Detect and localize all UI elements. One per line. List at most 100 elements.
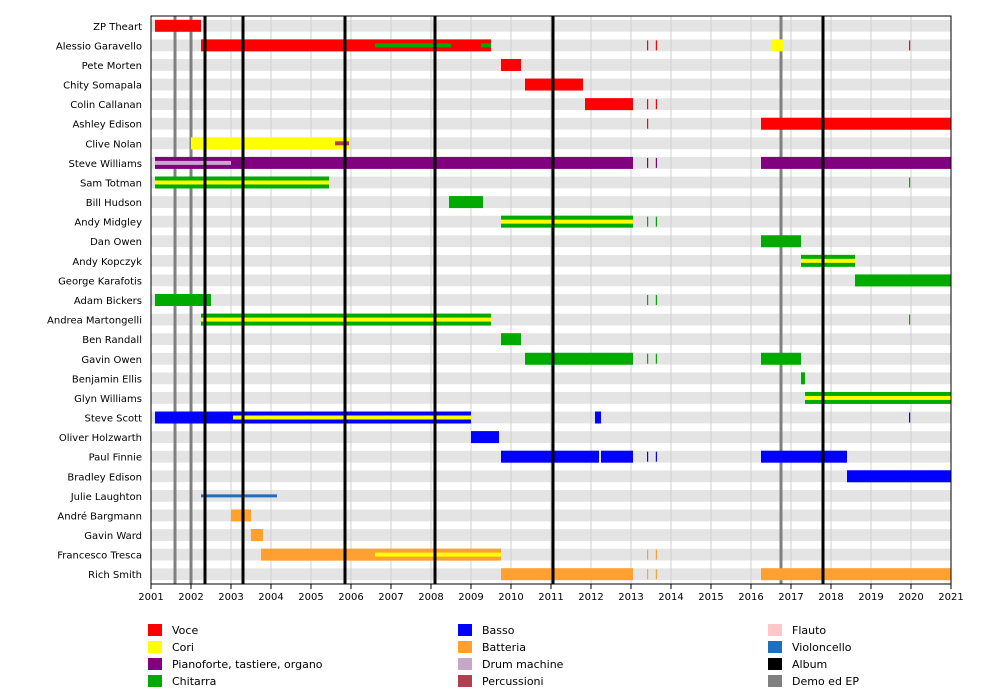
bar-chitarra (761, 235, 801, 248)
legend-swatch (148, 624, 162, 636)
legend-label: Album (792, 657, 828, 671)
bar-basso (847, 470, 951, 483)
member-label: Ben Randall (82, 335, 142, 346)
legend-swatch (768, 624, 782, 636)
member-label: Bradley Edison (67, 472, 142, 483)
bar-tick-batteria (655, 549, 657, 560)
legend-label: Pianoforte, tastiere, organo (172, 657, 323, 671)
legend-label: Voce (172, 623, 199, 637)
legend-label: Cori (172, 640, 194, 654)
legend-item: Pianoforte, tastiere, organo (148, 656, 323, 672)
bar-cori (771, 39, 783, 52)
bar-violoncello (201, 494, 277, 498)
member-label: Alessio Garavello (56, 41, 142, 52)
legend-label: Basso (482, 623, 515, 637)
bar-batteria (501, 568, 633, 581)
bar-tick-basso (647, 451, 649, 462)
bar-stripe-perc (335, 141, 349, 146)
bar-piano (155, 156, 633, 169)
bar-basso (501, 450, 599, 463)
member-label: Sam Totman (80, 178, 142, 189)
legend-swatch (768, 641, 782, 653)
bar-chitarra (761, 352, 801, 365)
legend-label: Demo ed EP (792, 674, 860, 688)
member-label: Gavin Ward (84, 531, 142, 542)
x-tick-label: 2015 (698, 592, 723, 603)
bar-stripe-drum (155, 160, 231, 165)
x-tick-label: 2019 (858, 592, 883, 603)
legend-swatch (148, 641, 162, 653)
legend: Voce Cori Pianoforte, tastiere, organo Chit… (0, 620, 1000, 700)
member-label: Colin Callanan (70, 100, 142, 111)
bar-tick-basso (909, 412, 911, 423)
bar-tick-chitarra (655, 216, 657, 227)
legend-label: Flauto (792, 623, 827, 637)
x-tick-label: 2011 (538, 592, 563, 603)
member-label: Gavin Owen (81, 355, 142, 366)
bar-tick-batteria (647, 549, 649, 560)
bar-stripe-chitarra (375, 43, 451, 48)
bar-tick-chitarra (647, 216, 649, 227)
band-timeline-chart: ZP Theart Alessio Garavello Pete Morten Chi… (47, 15, 964, 603)
bar-tick-chitarra (655, 353, 657, 364)
legend-item: Demo ed EP (768, 673, 859, 689)
x-tick-label: 2001 (138, 592, 163, 603)
x-tick-label: 2003 (218, 592, 243, 603)
bar-tick-voce (647, 99, 649, 110)
bar-tick-piano (655, 157, 657, 168)
legend-item: Album (768, 656, 827, 672)
member-label: George Karafotis (58, 276, 142, 287)
bar-tick-basso (655, 451, 657, 462)
bar-chitarra (525, 352, 633, 365)
bar-batteria (761, 568, 951, 581)
bar-voce (761, 117, 951, 130)
legend-item: Voce (148, 622, 198, 638)
bar-chitarra (801, 372, 805, 385)
bar-stripe-cori (233, 415, 471, 420)
member-label: Adam Bickers (74, 296, 142, 307)
member-label: Steve Scott (85, 414, 143, 425)
legend-swatch (458, 641, 472, 653)
bar-tick-voce (655, 40, 657, 51)
x-tick-label: 2004 (258, 592, 283, 603)
x-tick-label: 2017 (778, 592, 803, 603)
member-label: Pete Morten (82, 61, 142, 72)
legend-swatch (458, 624, 472, 636)
member-label: ZP Theart (93, 22, 142, 33)
x-tick-label: 2007 (378, 592, 403, 603)
bar-stripe-cori (801, 258, 855, 263)
legend-item: Flauto (768, 622, 826, 638)
legend-swatch (148, 658, 162, 670)
bar-batteria (251, 529, 263, 542)
x-tick-label: 2009 (458, 592, 483, 603)
member-label: Andy Kopczyk (72, 257, 142, 268)
bar-basso (601, 450, 633, 463)
bar-tick-voce (909, 40, 911, 51)
legend-swatch (768, 675, 782, 687)
legend-item: Drum machine (458, 656, 563, 672)
x-tick-label: 2006 (338, 592, 363, 603)
legend-item: Cori (148, 639, 194, 655)
member-label: Oliver Holzwarth (59, 433, 142, 444)
legend-swatch (768, 658, 782, 670)
x-tick-label: 2008 (418, 592, 443, 603)
legend-label: Drum machine (482, 657, 564, 671)
bar-stripe-cori (501, 219, 633, 224)
member-label: Glyn Williams (74, 394, 142, 405)
x-tick-label: 2002 (178, 592, 203, 603)
bar-tick-chitarra (647, 295, 649, 305)
bar-basso (471, 431, 499, 444)
member-label: Steve Williams (68, 159, 142, 170)
bar-chitarra (449, 196, 483, 209)
member-label: Benjamin Ellis (72, 374, 142, 385)
legend-item: Violoncello (768, 639, 852, 655)
bar-tick-voce (647, 118, 649, 129)
bar-tick-batteria (647, 569, 649, 580)
x-tick-label: 2021 (938, 592, 963, 603)
member-label: André Bargmann (57, 510, 142, 522)
member-label: Francesco Tresca (57, 551, 142, 562)
x-tick-label: 2018 (818, 592, 843, 603)
bar-chitarra (855, 274, 951, 287)
bar-basso (761, 450, 847, 463)
member-label: Julie Laughton (70, 492, 142, 503)
